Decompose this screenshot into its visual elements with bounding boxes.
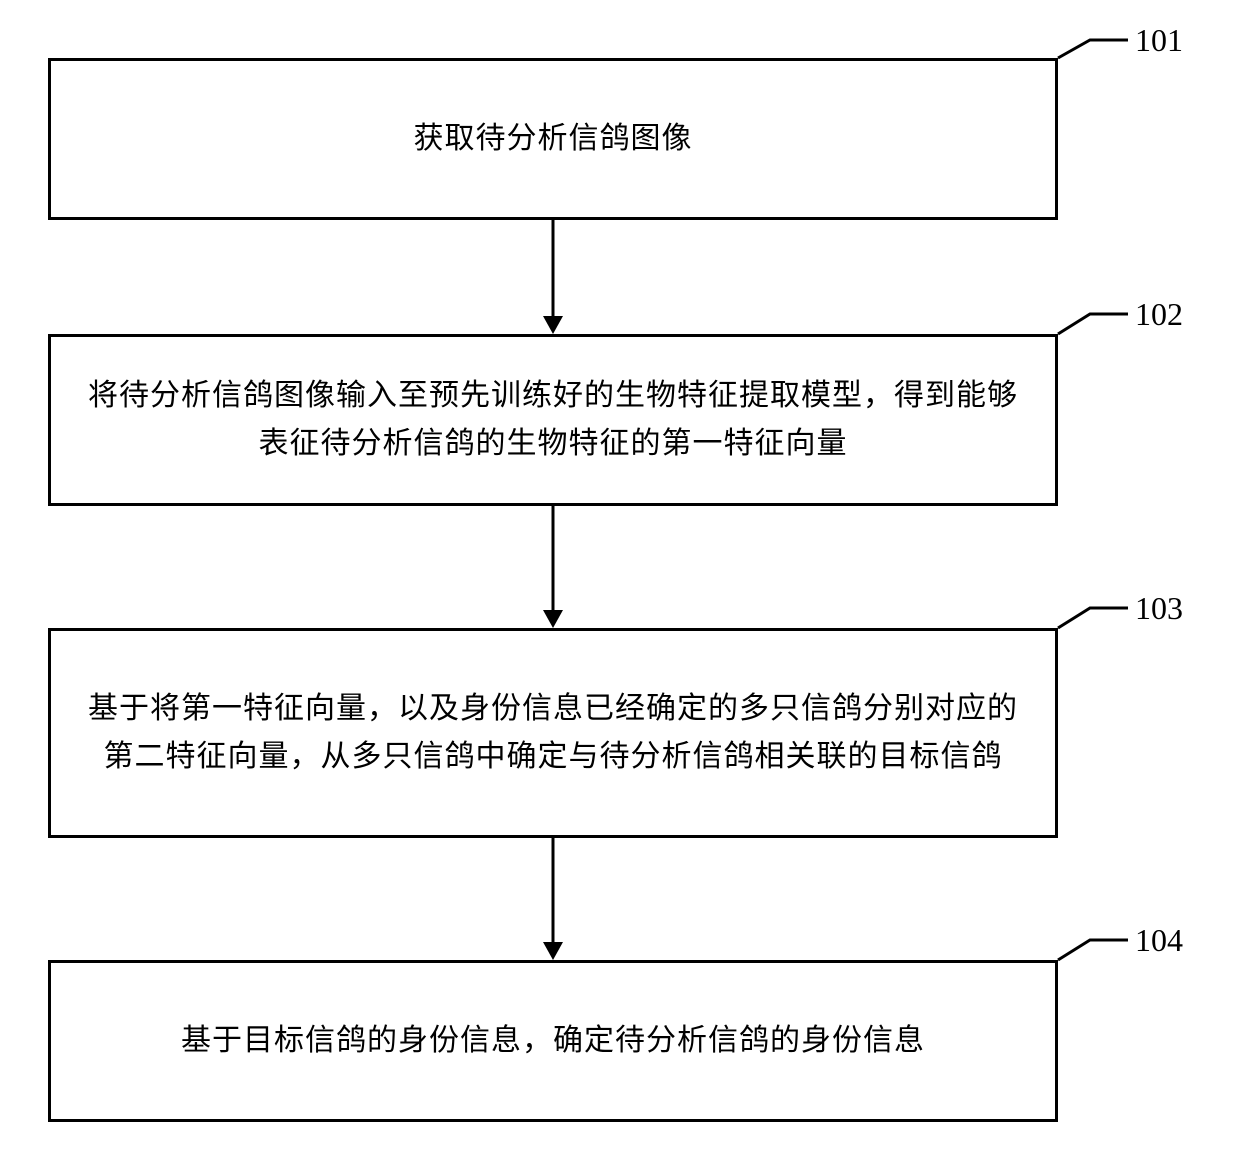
node-text: 基于目标信鸽的身份信息，确定待分析信鸽的身份信息 xyxy=(181,1017,925,1065)
callout-line xyxy=(1058,40,1128,70)
node-text: 将待分析信鸽图像输入至预先训练好的生物特征提取模型，得到能够表征待分析信鸽的生物… xyxy=(81,372,1025,468)
callout-label: 103 xyxy=(1135,590,1183,627)
callout-label: 101 xyxy=(1135,22,1183,59)
flowchart-arrow xyxy=(541,838,565,960)
flowchart-node: 将待分析信鸽图像输入至预先训练好的生物特征提取模型，得到能够表征待分析信鸽的生物… xyxy=(48,334,1058,506)
node-text: 获取待分析信鸽图像 xyxy=(414,115,693,163)
callout-line xyxy=(1058,314,1128,344)
flowchart-arrow xyxy=(541,506,565,628)
flowchart-node: 基于将第一特征向量，以及身份信息已经确定的多只信鸽分别对应的第二特征向量，从多只… xyxy=(48,628,1058,838)
flowchart-node: 获取待分析信鸽图像 xyxy=(48,58,1058,220)
callout-line xyxy=(1058,940,1128,970)
callout-label: 102 xyxy=(1135,296,1183,333)
callout-label: 104 xyxy=(1135,922,1183,959)
node-text: 基于将第一特征向量，以及身份信息已经确定的多只信鸽分别对应的第二特征向量，从多只… xyxy=(81,685,1025,781)
flowchart-node: 基于目标信鸽的身份信息，确定待分析信鸽的身份信息 xyxy=(48,960,1058,1122)
flowchart-arrow xyxy=(541,220,565,334)
flowchart-canvas: 获取待分析信鸽图像 101 将待分析信鸽图像输入至预先训练好的生物特征提取模型，… xyxy=(0,0,1240,1157)
callout-line xyxy=(1058,608,1128,638)
